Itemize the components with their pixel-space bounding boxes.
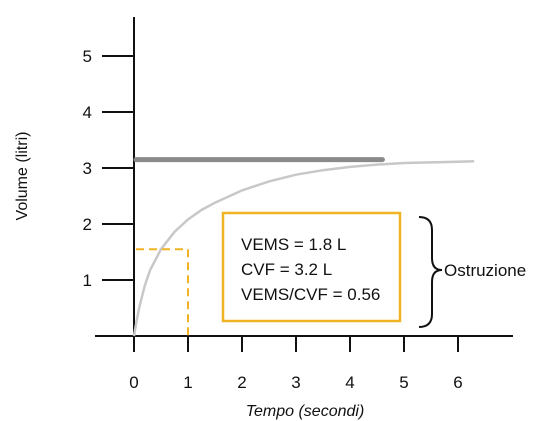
annotation-line-cvf: CVF = 3.2 L bbox=[241, 260, 332, 279]
x-ticks: 0 1 2 3 4 5 6 bbox=[129, 336, 463, 392]
brace-shape bbox=[418, 216, 443, 328]
flow-volume-curve bbox=[132, 160, 475, 337]
x-tick-label: 1 bbox=[183, 373, 192, 392]
annotation-line-vems: VEMS = 1.8 L bbox=[241, 235, 346, 254]
y-tick-label: 2 bbox=[83, 215, 92, 234]
x-tick-label: 0 bbox=[129, 373, 138, 392]
ostruzione-brace: Ostruzione bbox=[418, 216, 526, 328]
annotation-line-ratio: VEMS/CVF = 0.56 bbox=[241, 285, 380, 304]
x-tick-label: 6 bbox=[453, 373, 462, 392]
x-axis-title: Tempo (secondi) bbox=[246, 403, 365, 420]
x-tick-label: 3 bbox=[291, 373, 300, 392]
y-tick-label: 4 bbox=[83, 103, 92, 122]
vems-marker bbox=[136, 248, 189, 336]
y-tick-label: 3 bbox=[83, 159, 92, 178]
brace-label: Ostruzione bbox=[444, 261, 526, 280]
y-tick-label: 1 bbox=[83, 271, 92, 290]
y-ticks: 1 2 3 4 5 bbox=[83, 47, 134, 290]
y-axis-title: Volume (litri) bbox=[14, 132, 31, 221]
y-axis: 1 2 3 4 5 Volume (litri) bbox=[14, 17, 135, 336]
x-tick-label: 5 bbox=[399, 373, 408, 392]
annotation-box: VEMS = 1.8 L CVF = 3.2 L VEMS/CVF = 0.56 bbox=[221, 211, 402, 323]
x-tick-label: 2 bbox=[237, 373, 246, 392]
annotation-box-border bbox=[221, 211, 402, 323]
x-tick-label: 4 bbox=[345, 373, 354, 392]
y-tick-label: 5 bbox=[83, 47, 92, 66]
x-axis: 0 1 2 3 4 5 6 Tempo (secondi) bbox=[95, 335, 513, 420]
